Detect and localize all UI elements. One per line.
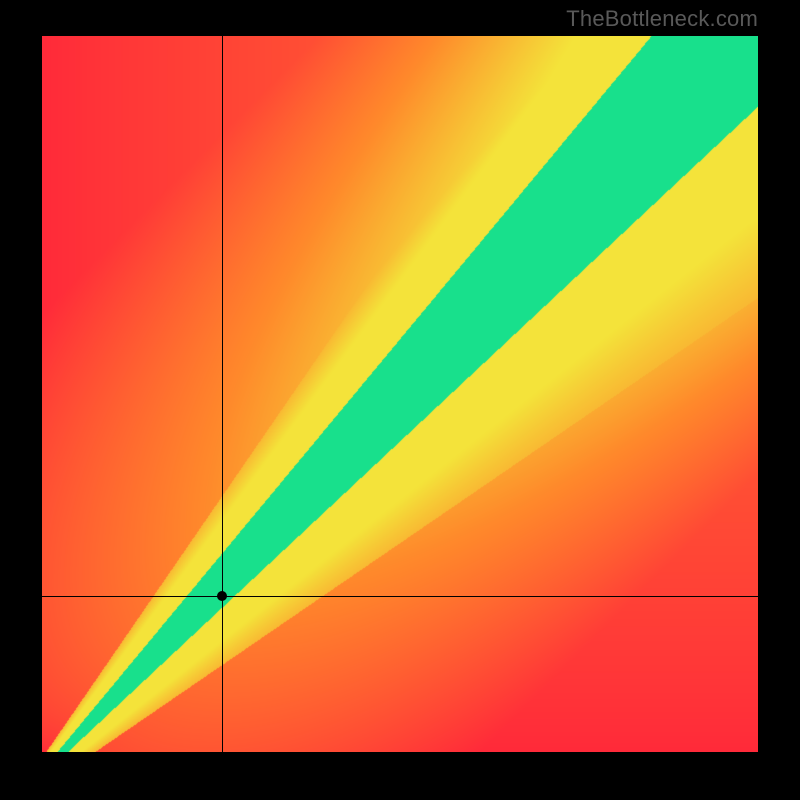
- watermark-text: TheBottleneck.com: [566, 6, 758, 32]
- heatmap-plot: [42, 36, 758, 752]
- heatmap-canvas: [42, 36, 758, 752]
